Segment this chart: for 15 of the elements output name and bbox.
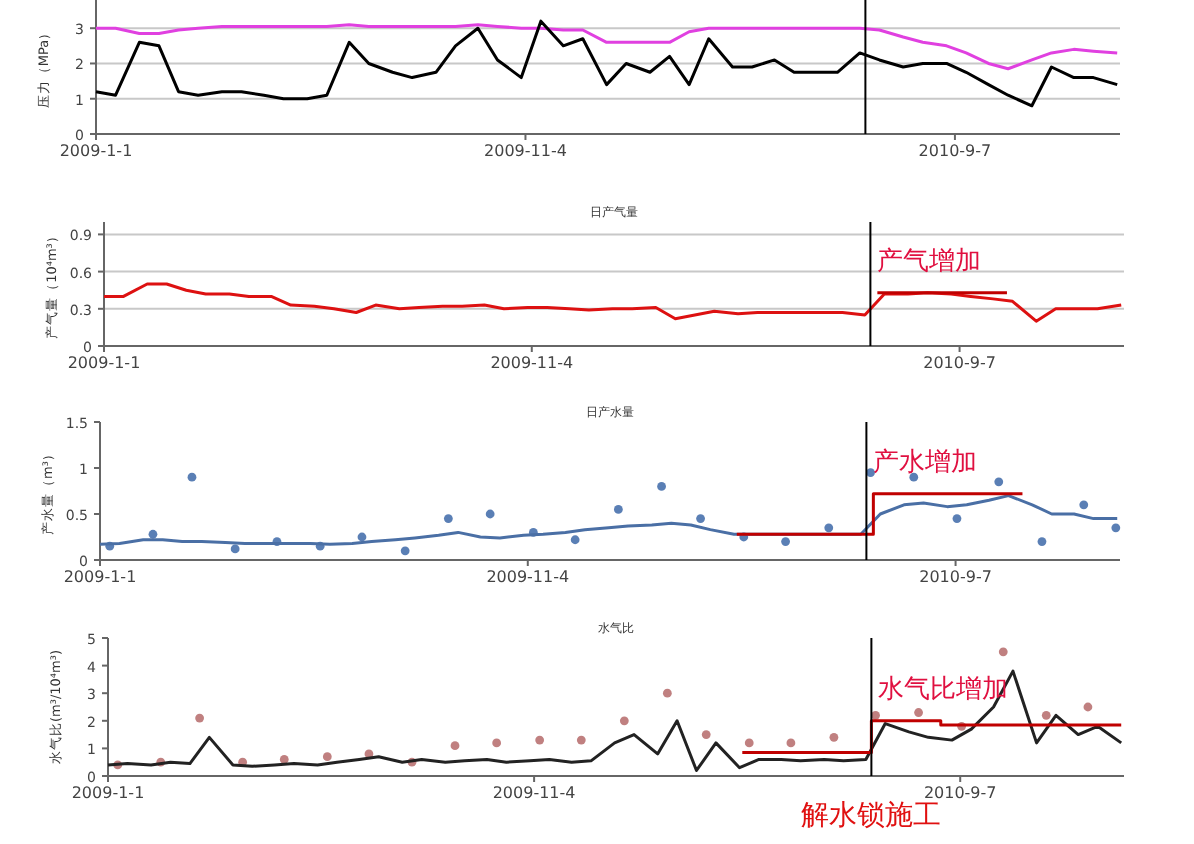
x-tick-label: 2009-11-4 — [486, 568, 570, 586]
x-tick-label: 2010-9-7 — [919, 568, 992, 586]
x-tick-label: 2009-11-4 — [484, 142, 567, 160]
x-tick-label: 2010-9-7 — [918, 142, 992, 160]
x-tick-label: 2010-9-7 — [923, 354, 996, 372]
x-tick-label: 2009-11-4 — [492, 784, 576, 802]
x-tick-label: 2009-11-4 — [490, 354, 574, 372]
x-tick-label: 2009-1-1 — [63, 568, 137, 586]
x-tick-label: 2009-1-1 — [59, 142, 133, 160]
annotation: 产水增加 — [873, 447, 978, 478]
ref-line-label: 解水锁施工 — [801, 800, 942, 832]
x-tick-label: 2009-1-1 — [71, 784, 145, 802]
x-tick-label: 2010-9-7 — [923, 784, 997, 802]
annotation: 产气增加 — [877, 246, 982, 277]
x-tick-label: 2009-1-1 — [67, 354, 141, 372]
